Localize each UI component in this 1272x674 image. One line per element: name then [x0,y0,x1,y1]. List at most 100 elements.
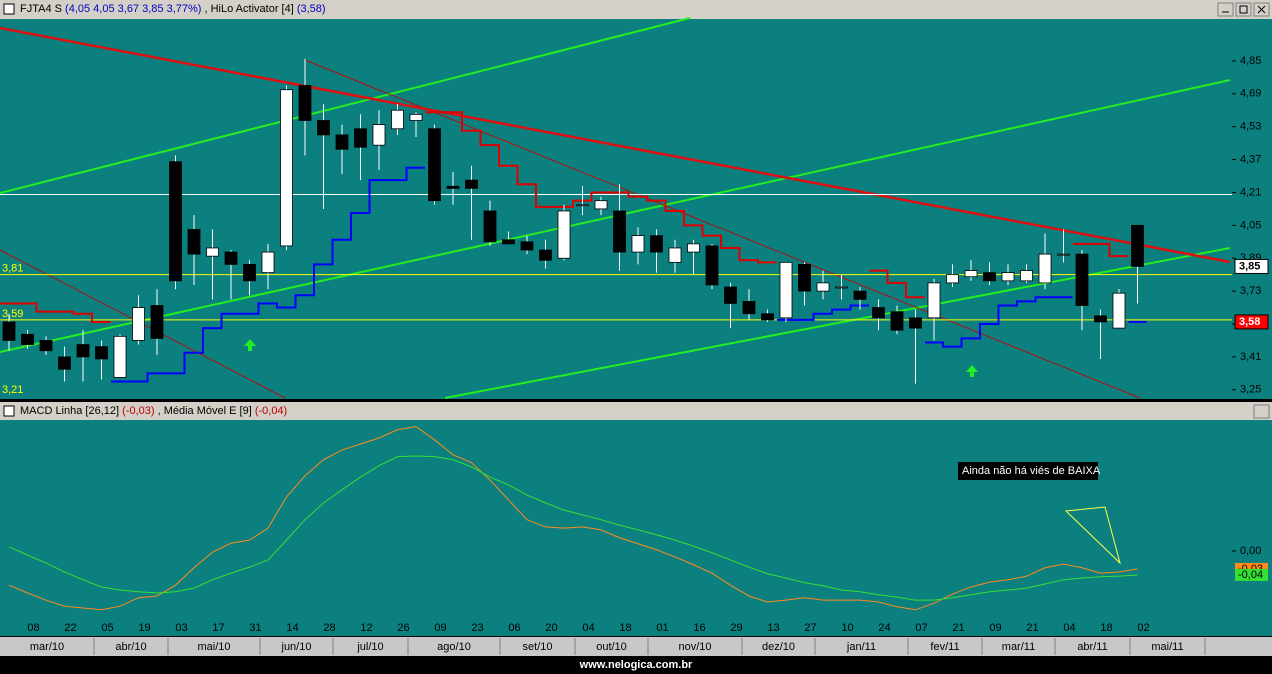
window-icon[interactable] [3,3,15,15]
month-label: mai/11 [1151,641,1183,653]
level-label: 3,81 [2,263,23,275]
candle-body [724,286,737,304]
candle-body [95,346,108,360]
x-tick-label: 10 [841,622,853,634]
trend-line [0,26,1231,264]
x-tick-label: 18 [1100,622,1112,634]
trend-line [0,17,691,194]
macd-panel [0,420,1272,636]
x-tick-label: 08 [27,622,39,634]
annotation-box [958,462,1098,480]
month-label: set/10 [523,641,553,653]
candle-body [853,290,867,300]
x-tick-label: 19 [138,622,150,634]
title-part: FJTA4 S [20,3,62,15]
candle-body [631,235,645,253]
candle-body [1020,270,1033,282]
indicator-line [8,426,1138,611]
hilo-line [0,111,1128,323]
y-tick-label: 0,00 [1240,545,1261,557]
x-tick-label: 03 [175,622,187,634]
trend-line [444,247,1231,399]
candle-body [1131,224,1144,267]
month-label: ago/10 [437,641,471,653]
candle-body [280,89,293,247]
x-tick-label: 17 [212,622,224,634]
candle-body [483,210,497,243]
candle-body [890,311,904,331]
month-label: mar/11 [1002,641,1035,653]
candle-body [335,134,349,150]
x-tick-label: 09 [434,622,446,634]
candle-body [557,210,571,259]
x-tick-label: 09 [989,622,1001,634]
price-panel [0,19,1272,399]
candle-body [2,321,16,341]
x-tick-label: 20 [545,622,557,634]
y-tick-label: 3,41 [1240,351,1261,363]
candle-body [983,272,996,282]
candle-body [1038,253,1052,284]
x-tick-label: 05 [101,622,113,634]
title-part: (-0,04) [255,405,287,417]
month-label: jul/10 [356,641,383,653]
candle-body [243,263,256,282]
close-button[interactable] [1253,404,1270,419]
x-tick-label: 28 [323,622,335,634]
buy-arrow [244,339,256,351]
x-tick-label: 26 [397,622,409,634]
x-tick-label: 31 [249,622,261,634]
candle-body [946,274,959,284]
title-part: , Média Móvel E [9] [158,405,252,417]
month-label: jun/10 [281,641,312,653]
candle-body [705,245,719,286]
x-tick-label: 27 [804,622,816,634]
level-label: 3,59 [2,308,23,320]
candle-body [391,109,404,130]
x-tick-label: 02 [1137,622,1149,634]
candle-body [224,251,238,265]
footer: www.nelogica.com.br [579,659,693,671]
candle-body [798,263,811,292]
x-tick-label: 23 [471,622,483,634]
title-bar [0,0,1272,19]
candle-body [298,85,312,121]
x-tick-label: 21 [952,622,964,634]
title-part: (4,05 4,05 3,67 3,85 3,77%) [65,3,201,15]
candle-body [428,128,441,202]
annotation: Ainda não há viés de BAIXA [962,465,1101,477]
candle-body [113,335,127,378]
candle-body [816,282,830,292]
window-icon[interactable] [3,405,15,417]
trend-line [304,59,1141,399]
candle-body [206,247,219,257]
candle-body [594,200,608,210]
candle-body [742,300,756,315]
maximize-button[interactable] [1235,2,1252,17]
x-tick-label: 18 [619,622,631,634]
hilo-line [111,166,1147,383]
candle-body [1112,292,1126,329]
minimize-button[interactable] [1217,2,1234,17]
value-tag [1235,568,1268,581]
month-label: mar/10 [30,641,64,653]
y-tick-label: 4,85 [1240,55,1261,67]
triangle-drawing [1064,506,1121,565]
y-tick-label: 4,53 [1240,121,1261,133]
candle-body [1094,315,1107,323]
month-label: out/10 [596,641,627,653]
window-title: MACD Linha [26,12] (-0,03) , Média Móvel… [20,405,287,417]
candle-body [261,251,275,274]
x-tick-label: 04 [1063,622,1075,634]
price-tag [1234,258,1269,274]
x-tick-label: 06 [508,622,520,634]
candle-body [76,344,90,358]
candle-body [613,210,626,253]
x-tick-label: 13 [767,622,779,634]
candle-body [964,270,978,278]
window-title: FJTA4 S (4,05 4,05 3,67 3,85 3,77%) , Hi… [20,3,326,15]
candle-body [927,282,941,319]
candle-body [668,247,682,263]
